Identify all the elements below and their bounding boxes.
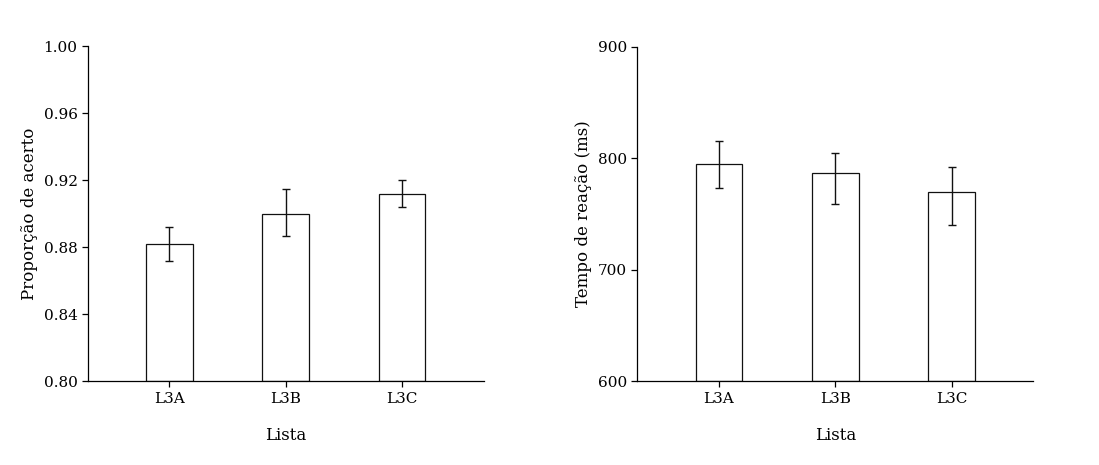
X-axis label: Lista: Lista [814,426,856,444]
Bar [263,214,309,381]
X-axis label: Lista: Lista [265,426,307,444]
Bar [812,173,858,381]
Y-axis label: Tempo de reação (ms): Tempo de reação (ms) [575,120,592,307]
Bar [696,164,742,381]
Bar [929,192,975,381]
Bar [379,194,425,381]
Y-axis label: Proporção de acerto: Proporção de acerto [21,128,38,300]
Bar [146,244,192,381]
